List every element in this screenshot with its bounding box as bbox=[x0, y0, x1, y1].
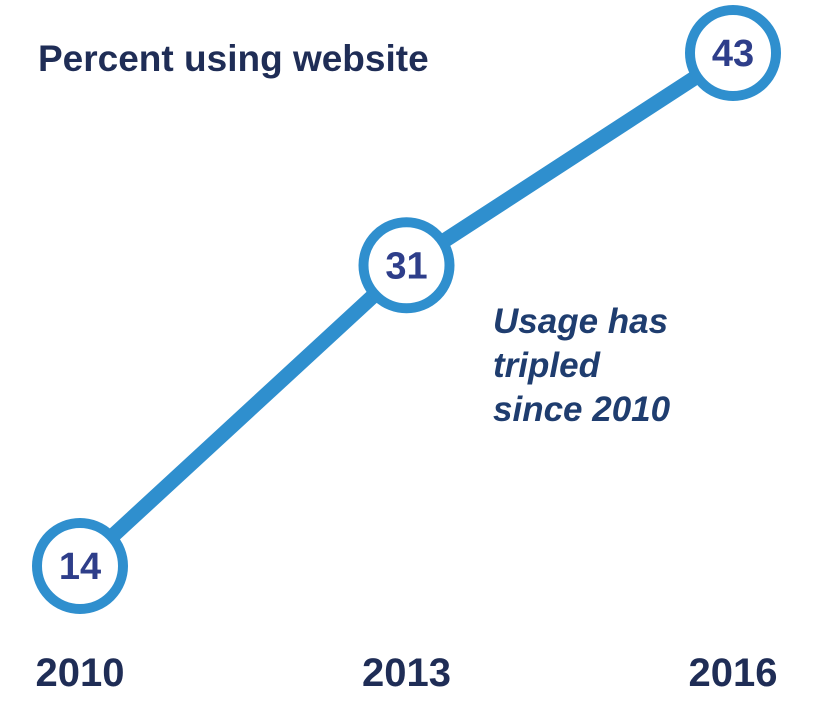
data-point-marker bbox=[358, 217, 455, 314]
chart-title: Percent using website bbox=[38, 38, 429, 79]
x-tick-label: 2016 bbox=[689, 651, 778, 695]
annotation-line: since 2010 bbox=[493, 390, 671, 429]
annotation-line: Usage has bbox=[493, 302, 669, 341]
data-point-marker bbox=[32, 518, 128, 614]
data-point-marker bbox=[685, 5, 781, 101]
x-tick-label: 2013 bbox=[362, 651, 451, 695]
x-tick-label: 2010 bbox=[36, 651, 125, 695]
data-label: 14 bbox=[59, 546, 101, 588]
data-label: 43 bbox=[712, 33, 754, 75]
annotation-line: tripled bbox=[493, 346, 600, 385]
annotation: Usage has tripled since 2010 bbox=[493, 300, 670, 432]
data-label: 31 bbox=[385, 245, 427, 287]
